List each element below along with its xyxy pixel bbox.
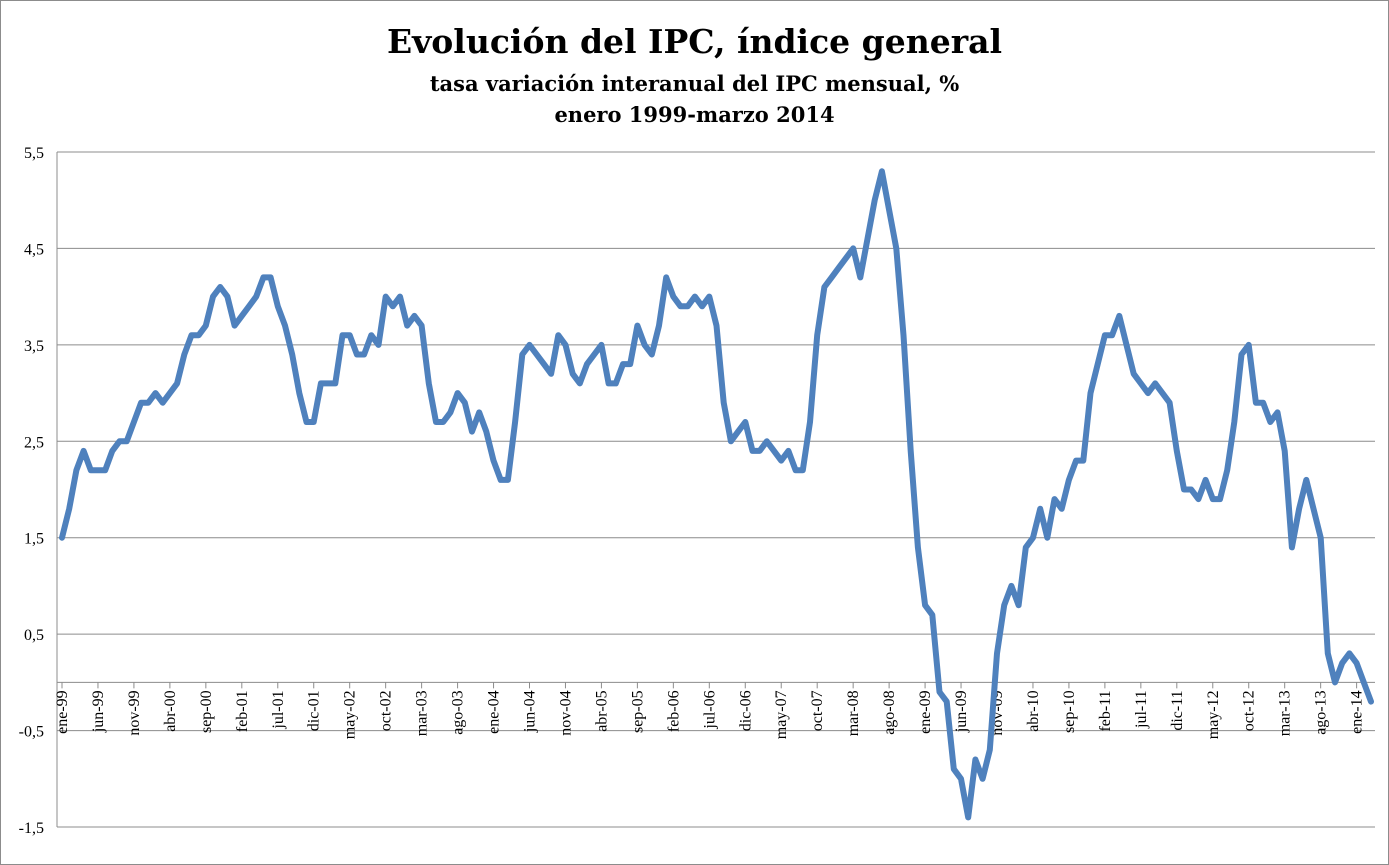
x-tick-label: jun-09 <box>953 690 970 733</box>
x-tick-label: nov-04 <box>557 690 574 735</box>
x-tick-label: jun-04 <box>522 690 539 733</box>
x-tick-label: ago-13 <box>1313 690 1330 734</box>
x-tick-label: dic-01 <box>306 690 323 731</box>
x-tick-label: ene-09 <box>917 690 934 734</box>
x-tick-label: abr-05 <box>593 690 610 731</box>
x-tick-label: oct-02 <box>378 690 395 731</box>
x-tick-label: mar-08 <box>845 690 862 736</box>
x-tick-label: nov-99 <box>126 690 143 735</box>
x-tick-label: oct-12 <box>1241 690 1258 731</box>
x-tick-label: dic-06 <box>737 690 754 731</box>
y-tick-label: -0,5 <box>19 724 44 741</box>
x-tick-label: may-02 <box>342 690 359 739</box>
x-tick-label: feb-01 <box>234 690 251 732</box>
x-tick-label: ene-04 <box>486 690 503 734</box>
x-tick-label: ago-03 <box>450 690 467 734</box>
gridlines <box>57 151 1375 828</box>
x-tick-label: mar-03 <box>414 690 431 736</box>
y-tick-label: -1,5 <box>19 820 44 837</box>
y-tick-label: 4,5 <box>24 241 44 258</box>
x-tick-label: ene-14 <box>1349 690 1366 734</box>
y-tick-label: 3,5 <box>24 338 44 355</box>
x-tick-label: sep-10 <box>1061 690 1078 733</box>
x-tick-label: ago-08 <box>881 690 898 734</box>
y-tick-label: 0,5 <box>24 627 44 644</box>
x-tick-label: jul-06 <box>701 690 718 729</box>
series-layer <box>59 168 1374 821</box>
axes <box>56 152 1375 827</box>
x-tick-label: jul-11 <box>1133 690 1150 729</box>
x-tick-label: jul-01 <box>270 690 287 729</box>
chart-title: Evolución del IPC, índice general <box>386 22 1003 61</box>
x-tick-label: sep-00 <box>198 690 215 733</box>
x-tick-label: mar-13 <box>1277 690 1294 736</box>
x-tick-label: feb-11 <box>1097 690 1114 731</box>
x-tick-label: abr-10 <box>1025 690 1042 731</box>
x-axis-ticks: ene-99 jun-99 nov-99 abr-00 sep-00 feb-01 jul-… <box>54 690 1366 739</box>
y-tick-label: 5,5 <box>24 145 44 162</box>
x-tick-label: may-12 <box>1205 690 1222 739</box>
y-tick-label: 1,5 <box>24 531 44 548</box>
y-axis-ticks: -1,5 -0,5 0,5 1,5 2,5 3,5 4,5 5,5 <box>19 145 44 837</box>
x-tick-label: feb-06 <box>665 690 682 732</box>
series-line <box>59 168 1374 821</box>
x-tick-label: dic-11 <box>1169 690 1186 730</box>
chart-period: enero 1999-marzo 2014 <box>554 102 835 127</box>
x-tick-label: ene-99 <box>54 690 71 734</box>
x-tick-label: abr-00 <box>162 690 179 731</box>
x-tick-label: oct-07 <box>809 690 826 731</box>
chart-subtitle: tasa variación interanual del IPC mensua… <box>429 71 960 96</box>
x-tick-label: may-07 <box>773 690 790 739</box>
x-tick-label: sep-05 <box>629 690 646 733</box>
y-tick-label: 2,5 <box>24 434 44 451</box>
x-tick-label: jun-99 <box>90 690 107 733</box>
